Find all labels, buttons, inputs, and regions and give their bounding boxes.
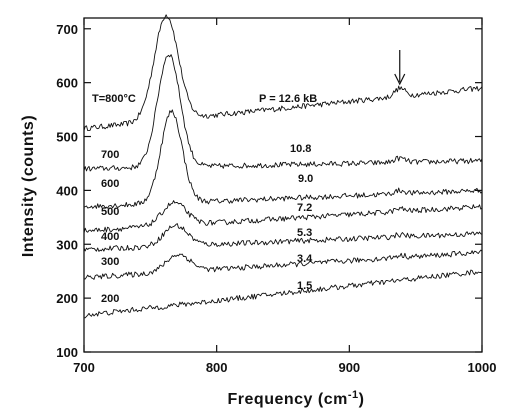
temperature-label: 300 <box>101 256 119 268</box>
temperature-label: 500 <box>101 206 119 218</box>
spectrum-trace <box>83 54 483 172</box>
spectrum-trace <box>84 269 483 319</box>
pressure-label: 10.8 <box>290 143 311 155</box>
axes: 700 800 900 1000 100 200 300 400 500 600 700 <box>56 17 497 375</box>
plot-frame <box>83 17 483 353</box>
temperature-header: T=800°C <box>92 93 136 105</box>
x-axis-title-superscript: -1 <box>348 389 359 401</box>
temperature-label: 400 <box>101 231 119 243</box>
pressure-label: 7.2 <box>297 202 312 214</box>
pressure-label: 5.3 <box>297 227 312 239</box>
temperature-label: 600 <box>101 178 119 190</box>
y-axis-title: Intensity (counts) <box>20 115 37 257</box>
y-tick-label: 700 <box>56 22 78 37</box>
x-tick-label: 700 <box>73 360 95 375</box>
x-tick-label: 800 <box>206 360 228 375</box>
spectrum-trace <box>83 200 483 234</box>
x-tick-label: 1000 <box>468 360 497 375</box>
arrow-head-icon <box>394 73 406 86</box>
y-tick-label: 600 <box>56 76 78 91</box>
annotations: 700 10.8 600 9.0 500 7.2 400 5.3 300 3.4 200 1.5 T=8… <box>92 50 406 305</box>
temperature-label: 700 <box>101 149 119 161</box>
temperature-label: 200 <box>101 293 119 305</box>
x-axis-title: Frequency (cm-1) <box>228 389 365 408</box>
spectrum-trace <box>83 223 483 252</box>
y-tick-label: 200 <box>56 291 78 306</box>
spectrum-trace <box>83 109 483 209</box>
pressure-label: 1.5 <box>297 280 312 292</box>
spectra <box>83 14 483 319</box>
y-tick-label: 100 <box>56 345 78 360</box>
y-tick-label: 300 <box>56 237 78 252</box>
pressure-label: 3.4 <box>297 253 313 265</box>
x-axis-title-suffix: ) <box>359 391 365 408</box>
spectrum-trace <box>83 14 483 132</box>
y-tick-label: 500 <box>56 130 78 145</box>
spectrum-trace <box>83 249 483 280</box>
x-axis-title-text: Frequency (cm <box>228 391 348 408</box>
pressure-label: 9.0 <box>298 173 313 185</box>
y-tick-label: 400 <box>56 183 78 198</box>
x-tick-label: 900 <box>338 360 360 375</box>
pressure-header: P = 12.6 kB <box>259 93 317 105</box>
